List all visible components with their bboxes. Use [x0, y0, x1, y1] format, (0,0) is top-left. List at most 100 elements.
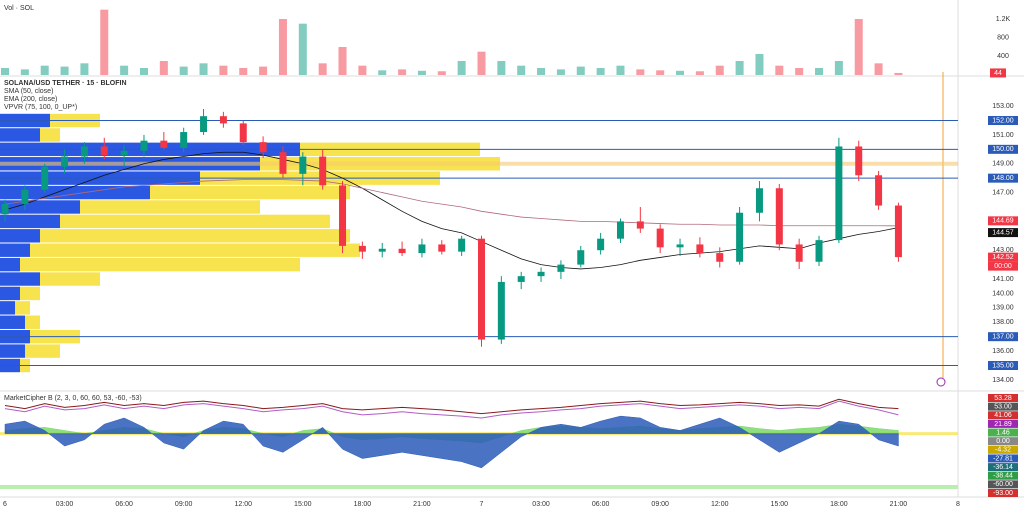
volume-bar [100, 9, 109, 76]
y-tick-label: 147.00 [992, 189, 1014, 196]
volume-bar [497, 61, 506, 75]
legend-sma: SMA (50, close) [4, 88, 53, 95]
candle-body [358, 245, 366, 252]
candle-body [557, 264, 565, 272]
profile-up [0, 229, 40, 243]
volume-bar [596, 68, 605, 75]
x-tick-label: 7 [480, 501, 484, 508]
candle-body [1, 204, 9, 215]
y-tick-label: 800 [997, 35, 1009, 42]
candle-body [696, 244, 704, 254]
indicator-tag [988, 463, 1018, 472]
volume-bar [815, 68, 824, 75]
level-tag-label: 148.00 [992, 175, 1014, 182]
x-tick-label: 03:00 [56, 501, 74, 508]
volume-bar [80, 63, 89, 75]
indicator-tag [988, 428, 1018, 437]
volume-bar [715, 65, 724, 75]
profile-up [0, 301, 15, 315]
indicator-tag-label: 53.00 [994, 403, 1012, 410]
volume-bar [199, 63, 208, 75]
x-tick-label: 21:00 [413, 501, 431, 508]
profile-up [0, 214, 60, 229]
volume-bar [457, 61, 466, 75]
volume-bar [576, 66, 585, 75]
volume-bar [636, 69, 645, 75]
profile-up [0, 185, 150, 200]
candle-body [259, 142, 267, 153]
y-tick-label: 151.00 [992, 132, 1014, 139]
level-tag [988, 173, 1018, 183]
legend-vpvr: VPVR (75, 100, 0_UP*) [4, 104, 77, 111]
indicator-tag [988, 480, 1018, 489]
ema-tag-label: 144.69 [992, 218, 1014, 225]
indicator-tag-label: -4.32 [995, 447, 1011, 454]
volume-bar [834, 61, 843, 75]
volume-bar [40, 65, 49, 75]
y-tick-label: 138.00 [992, 319, 1014, 326]
indicator-line [4, 400, 899, 419]
volume-bar [795, 68, 804, 75]
profile-down [20, 257, 300, 272]
candle-body [497, 281, 505, 340]
indicator-tag-label: -36.14 [993, 464, 1013, 471]
x-tick-label: 8 [956, 501, 960, 508]
volume-bar [298, 23, 307, 76]
volume-bar [259, 66, 268, 75]
candle-body [537, 271, 545, 277]
y-tick-label: 140.00 [992, 290, 1014, 297]
candle-body [140, 140, 148, 151]
level-tag [988, 116, 1018, 126]
candle-body [279, 152, 287, 174]
candle-body [795, 244, 803, 262]
volume-bar [179, 66, 188, 75]
candle-body [239, 123, 247, 143]
volume-bar [60, 66, 69, 75]
profile-down [30, 243, 360, 257]
y-tick-label: 136.00 [992, 348, 1014, 355]
level-tag-label: 152.00 [992, 117, 1014, 124]
indicator-tag-label: -60.00 [993, 481, 1013, 488]
volume-bar [120, 65, 129, 75]
event-icon[interactable] [936, 377, 946, 387]
indicator-tag-label: -38.44 [993, 473, 1013, 480]
volume-bar [159, 61, 168, 75]
y-tick-label: 400 [997, 53, 1009, 60]
candle-body [815, 240, 823, 262]
ma-line [4, 151, 899, 270]
volume-bar [676, 70, 685, 75]
candle-body [636, 221, 644, 229]
signal-strip [0, 485, 958, 489]
volume-bar [775, 65, 784, 75]
volume-bar [556, 69, 565, 75]
indicator-tag [988, 437, 1018, 446]
volume-bar [735, 61, 744, 75]
volume-bar [517, 65, 526, 75]
candle-body [775, 188, 783, 245]
candle-body [319, 156, 327, 186]
candle-body [736, 212, 744, 262]
countdown-tag [988, 261, 1018, 271]
countdown-label: 00:00 [994, 263, 1012, 270]
volume-tag-label: 44 [994, 70, 1002, 77]
profile-up [0, 200, 80, 214]
level-tag-label: 135.00 [992, 362, 1014, 369]
volume-bar [656, 70, 665, 75]
profile-up [0, 243, 30, 257]
volume-bar [239, 68, 248, 75]
candle-body [398, 248, 406, 254]
indicator-tag-label: -93.00 [993, 490, 1013, 497]
candle-body [160, 140, 168, 148]
y-tick-label: 1.2K [996, 16, 1011, 23]
volume-bar [378, 70, 387, 75]
x-tick-label: 18:00 [354, 501, 372, 508]
candle-body [458, 238, 466, 252]
profile-up [0, 344, 25, 358]
plot-layer [0, 9, 958, 469]
volume-bar [695, 71, 704, 75]
y-tick-label: 143.00 [992, 247, 1014, 254]
indicator-tag-label: -27.81 [993, 455, 1013, 462]
indicator-tag [988, 471, 1018, 480]
volume-bar [437, 71, 446, 75]
